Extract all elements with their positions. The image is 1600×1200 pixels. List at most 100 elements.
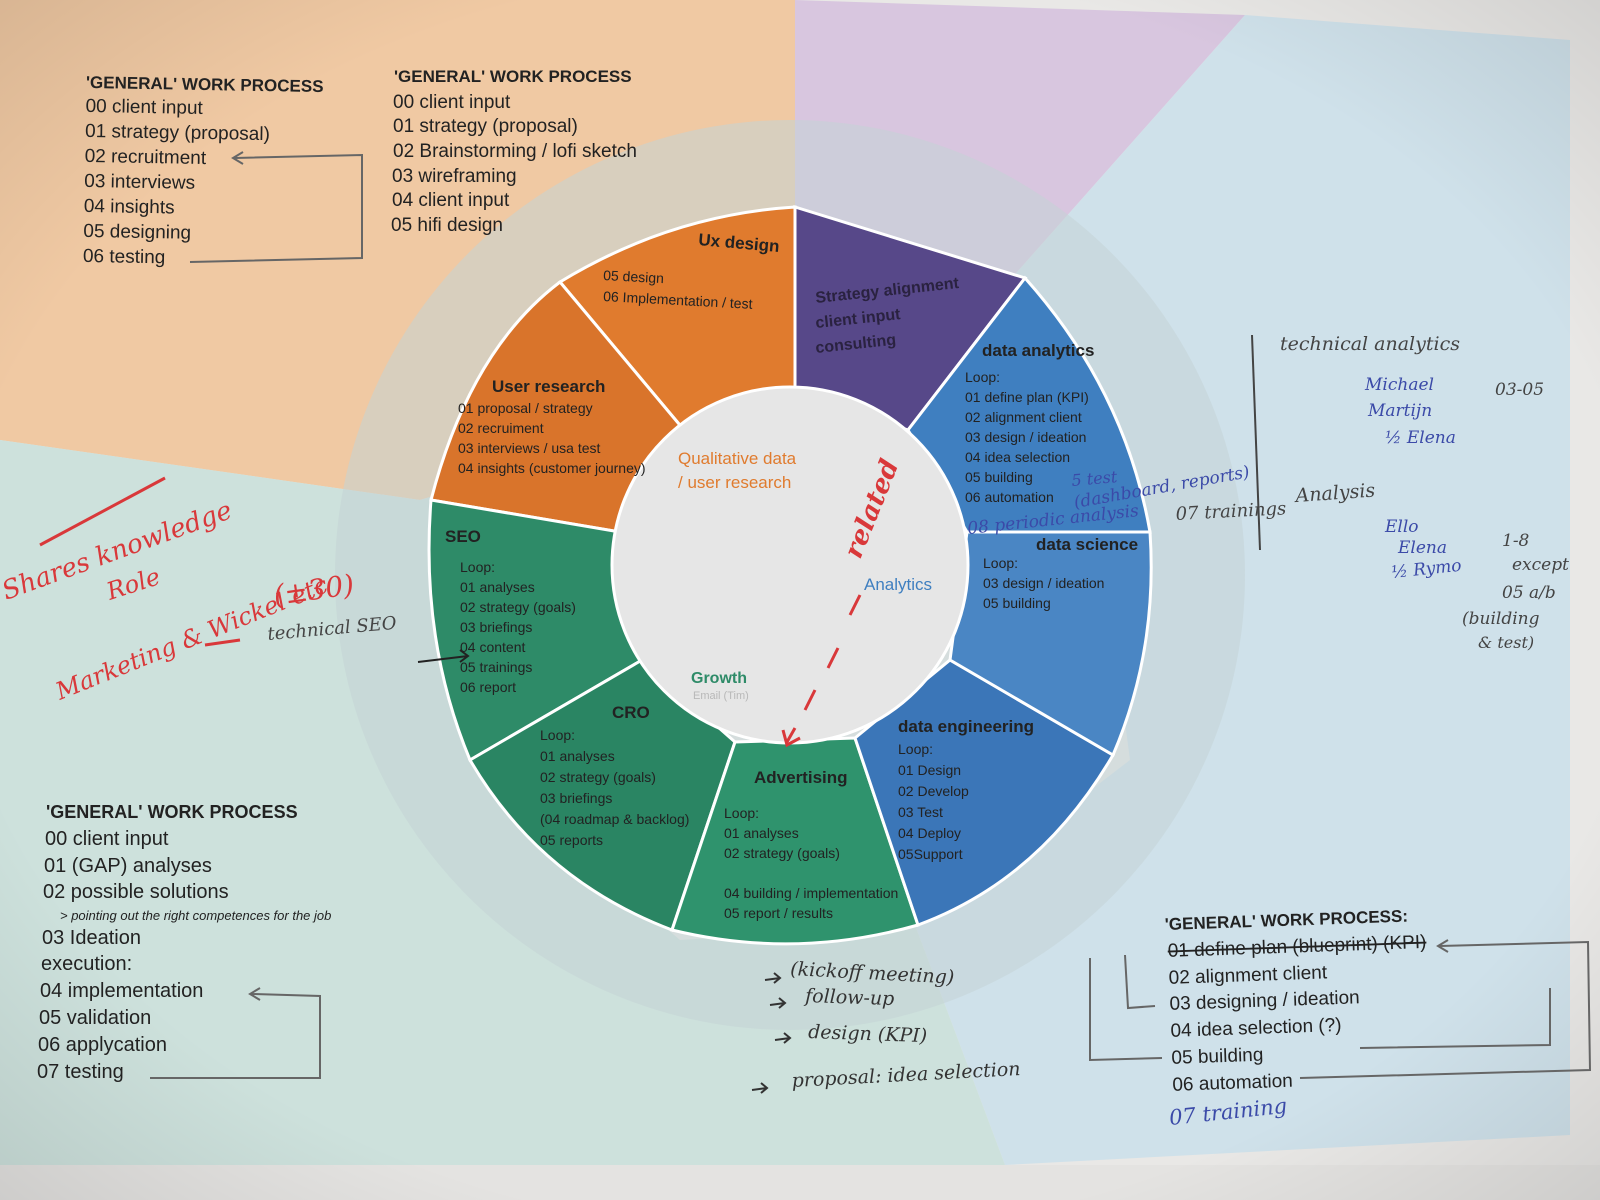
ptl-item-4: 04 insights	[84, 196, 175, 219]
pen-and-test: & test)	[1478, 633, 1534, 652]
wheel-center-labels: Qualitative data / user research Analyti…	[678, 449, 932, 702]
pen-test: 5 test	[1071, 467, 1119, 490]
da-line-3: 03 design / ideation	[965, 429, 1086, 445]
segment-data-science	[948, 530, 1153, 758]
center-qualitative-label: Qualitative data	[678, 449, 797, 468]
segment-labels: Ux design 05 design 06 Implementation / …	[445, 230, 1138, 921]
red-dash-arrow	[781, 594, 862, 748]
cro-line-0: Loop:	[540, 727, 575, 743]
data-science-title: data science	[1036, 535, 1138, 554]
da-line-0: Loop:	[965, 369, 1000, 385]
seo-line-3: 03 briefings	[460, 619, 532, 635]
center-growth-label: Growth	[691, 670, 747, 687]
segment-data-analytics	[906, 275, 1152, 534]
ux-line-1: 05 design	[603, 267, 664, 286]
ur-line-2: 03 interviews / usa test	[458, 440, 601, 456]
pen-03-05: 03-05	[1495, 380, 1544, 400]
process-top-mid: 'GENERAL' WORK PROCESS 00 client input 0…	[391, 67, 637, 236]
pbl-item-2: 02 possible solutions	[43, 881, 229, 903]
cro-line-5: 05 reports	[540, 832, 603, 848]
ptl-item-5: 05 designing	[83, 221, 191, 244]
ux-line-2: 06 Implementation / test	[603, 288, 753, 312]
ad-line-1: 01 analyses	[724, 825, 799, 841]
ptm-title: 'GENERAL' WORK PROCESS	[394, 67, 632, 86]
seo-title: SEO	[445, 527, 481, 546]
wheel-segments	[427, 204, 1153, 946]
cro-lines: Loop: 01 analyses 02 strategy (goals) 03…	[540, 727, 689, 848]
wheel-center	[610, 385, 970, 745]
pbl-item-5: 04 implementation	[40, 980, 203, 1002]
user-research-title: User research	[492, 377, 605, 396]
ptm-item-2: 02 Brainstorming / lofi sketch	[393, 141, 637, 162]
ad-line-3: 04 building / implementation	[724, 885, 898, 901]
ad-line-0: Loop:	[724, 805, 759, 821]
ur-line-3: 04 insights (customer journey)	[458, 460, 646, 476]
pbl-item-8: 07 testing	[37, 1061, 124, 1083]
pbl-item-1: 01 (GAP) analyses	[44, 855, 212, 877]
pbr-item-5: 06 automation	[1172, 1071, 1293, 1096]
pen-elena: Elena	[1397, 538, 1447, 558]
pbr-item-4: 05 building	[1171, 1045, 1264, 1069]
ad-line-2: 02 strategy (goals)	[724, 845, 840, 861]
data-engineering-lines: Loop: 01 Design 02 Develop 03 Test 04 De…	[898, 741, 969, 862]
pen-05ab: 05 a/b	[1502, 583, 1556, 603]
pen-1-8: 1-8	[1502, 531, 1530, 551]
advertising-title: Advertising	[754, 768, 848, 787]
pbl-loop-arrow	[150, 987, 321, 1079]
ptm-item-4: 04 client input	[392, 190, 510, 211]
da-line-5: 05 building	[965, 469, 1033, 485]
seo-line-2: 02 strategy (goals)	[460, 599, 576, 615]
pen-vertical-line	[1251, 334, 1261, 551]
de-line-1: 01 Design	[898, 762, 961, 778]
seo-line-5: 05 trainings	[460, 659, 532, 675]
cro-line-4: (04 roadmap & backlog)	[540, 811, 689, 827]
ptl-item-0: 00 client input	[85, 96, 203, 119]
ptm-item-0: 00 client input	[393, 92, 511, 113]
ds-line-0: Loop:	[983, 555, 1018, 571]
seo-arrow	[417, 649, 470, 663]
ptm-item-5: 05 hifi design	[391, 215, 503, 236]
red-underline	[39, 476, 166, 547]
pen-ello: Ello	[1384, 517, 1419, 537]
pen-martijn: Martijn	[1367, 401, 1432, 421]
cro-line-1: 01 analyses	[540, 748, 615, 764]
ptm-item-1: 01 strategy (proposal)	[393, 116, 578, 137]
ds-line-1: 03 design / ideation	[983, 575, 1104, 591]
cro-title: CRO	[612, 703, 650, 722]
bottom-note-arrows	[751, 972, 792, 1094]
data-engineering-title: data engineering	[898, 717, 1034, 736]
segment-data-engineering	[853, 658, 1116, 927]
center-growth-sub: Email (Tim)	[693, 690, 749, 702]
data-analytics-title: data analytics	[982, 341, 1094, 360]
center-analytics-label: Analytics	[864, 575, 932, 594]
ur-line-0: 01 proposal / strategy	[458, 400, 593, 416]
pbl-item-3: 03 Ideation	[42, 927, 141, 949]
pen-building: (building	[1462, 609, 1540, 629]
note-follow-up: follow-up	[803, 985, 895, 1010]
ptm-item-3: 03 wireframing	[392, 166, 517, 187]
pen-except: except	[1512, 555, 1569, 575]
pbl-note: > pointing out the right competences for…	[60, 908, 331, 923]
pbl-item-4: execution:	[41, 953, 132, 975]
ptl-item-1: 01 strategy (proposal)	[85, 121, 270, 145]
de-line-5: 05Support	[898, 846, 963, 862]
note-design-kpi: design (KPI)	[808, 1021, 928, 1047]
da-line-1: 01 define plan (KPI)	[965, 389, 1089, 405]
cro-line-3: 03 briefings	[540, 790, 612, 806]
da-line-6: 06 automation	[965, 489, 1054, 505]
seo-line-4: 04 content	[460, 639, 525, 655]
pbl-item-7: 06 applycation	[38, 1034, 167, 1056]
pbl-item-6: 05 validation	[39, 1007, 151, 1029]
pbr-loop-arrows	[1089, 939, 1592, 1079]
center-qualitative-label-2: / user research	[678, 473, 791, 492]
ptl-item-3: 03 interviews	[84, 171, 195, 194]
data-analytics-lines: Loop: 01 define plan (KPI) 02 alignment …	[965, 369, 1089, 505]
pen-half-elena: ½ Elena	[1385, 428, 1456, 448]
user-research-lines: 01 proposal / strategy 02 recruiment 03 …	[458, 400, 646, 476]
seo-line-6: 06 report	[460, 679, 516, 695]
ptl-item-2: 02 recruitment	[84, 146, 207, 169]
da-line-4: 04 idea selection	[965, 449, 1070, 465]
advertising-lines: Loop: 01 analyses 02 strategy (goals) 04…	[724, 805, 898, 921]
red-dash	[204, 638, 241, 647]
